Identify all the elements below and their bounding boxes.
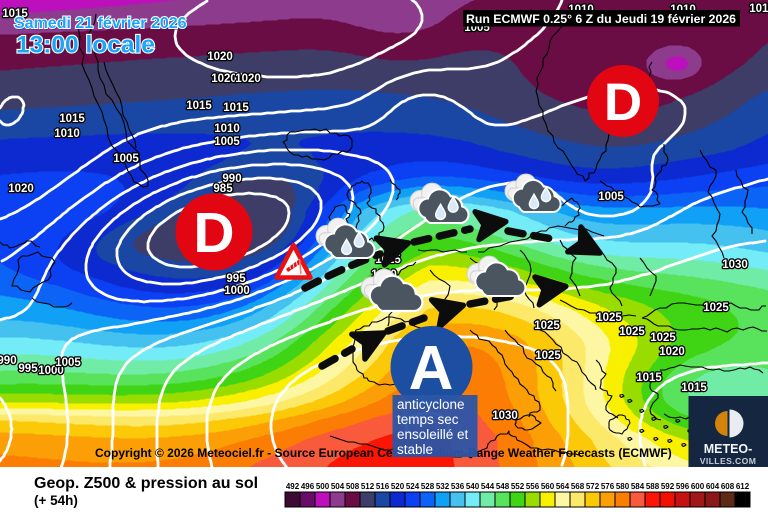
svg-text:548: 548 <box>496 482 510 491</box>
svg-text:A: A <box>409 334 454 403</box>
svg-text:995: 995 <box>226 273 246 285</box>
svg-text:1015: 1015 <box>681 382 707 394</box>
svg-text:524: 524 <box>406 482 420 491</box>
svg-text:600: 600 <box>691 482 705 491</box>
svg-text:anticyclone: anticyclone <box>397 397 465 412</box>
svg-text:500: 500 <box>316 482 330 491</box>
svg-text:D: D <box>604 73 642 132</box>
svg-text:1005: 1005 <box>214 136 240 148</box>
svg-text:Copyright © 2026 Meteociel.fr: Copyright © 2026 Meteociel.fr - Source E… <box>95 446 672 460</box>
svg-text:596: 596 <box>676 482 690 491</box>
svg-text:1025: 1025 <box>534 320 560 332</box>
svg-text:1025: 1025 <box>703 302 729 314</box>
svg-text:568: 568 <box>571 482 585 491</box>
svg-text:1015: 1015 <box>59 113 85 125</box>
svg-text:(+ 54h): (+ 54h) <box>34 493 78 508</box>
svg-text:576: 576 <box>601 482 615 491</box>
svg-text:608: 608 <box>721 482 735 491</box>
svg-text:528: 528 <box>421 482 435 491</box>
svg-text:1030: 1030 <box>492 410 518 422</box>
svg-text:564: 564 <box>556 482 570 491</box>
svg-text:580: 580 <box>616 482 630 491</box>
svg-text:1020: 1020 <box>235 73 261 85</box>
svg-text:1020: 1020 <box>659 346 685 358</box>
svg-text:stable: stable <box>397 442 433 457</box>
svg-text:VILLES.COM: VILLES.COM <box>700 456 757 466</box>
svg-text:1015: 1015 <box>186 100 212 112</box>
svg-text:1025: 1025 <box>619 326 645 338</box>
svg-text:560: 560 <box>541 482 555 491</box>
svg-text:496: 496 <box>301 482 315 491</box>
svg-text:508: 508 <box>346 482 360 491</box>
svg-text:Geop. Z500 & pression au sol: Geop. Z500 & pression au sol <box>34 475 258 492</box>
svg-text:13:00 locale: 13:00 locale <box>16 32 155 59</box>
svg-text:Samedi 21 février 2026: Samedi 21 février 2026 <box>15 17 188 34</box>
svg-text:504: 504 <box>331 482 345 491</box>
svg-text:1020: 1020 <box>8 183 34 195</box>
svg-text:544: 544 <box>481 482 495 491</box>
svg-text:540: 540 <box>466 482 480 491</box>
svg-text:D: D <box>193 201 234 265</box>
svg-text:1015: 1015 <box>749 3 768 15</box>
svg-text:temps sec: temps sec <box>397 412 459 427</box>
svg-text:1000: 1000 <box>224 285 250 297</box>
svg-text:1010: 1010 <box>214 123 240 135</box>
svg-text:536: 536 <box>451 482 465 491</box>
svg-text:1020: 1020 <box>211 73 237 85</box>
svg-text:612: 612 <box>736 482 750 491</box>
svg-text:985: 985 <box>213 183 233 195</box>
svg-text:1015: 1015 <box>223 102 249 114</box>
svg-text:1025: 1025 <box>650 332 676 344</box>
svg-text:1005: 1005 <box>113 153 139 165</box>
svg-text:990: 990 <box>0 355 17 367</box>
svg-text:1025: 1025 <box>535 350 561 362</box>
svg-text:512: 512 <box>361 482 375 491</box>
svg-text:556: 556 <box>526 482 540 491</box>
svg-text:604: 604 <box>706 482 720 491</box>
svg-text:572: 572 <box>586 482 600 491</box>
svg-text:ensoleillé et: ensoleillé et <box>397 427 469 442</box>
svg-text:592: 592 <box>661 482 675 491</box>
svg-text:1015: 1015 <box>2 8 28 20</box>
svg-text:492: 492 <box>286 482 300 491</box>
svg-text:METEO-: METEO- <box>704 442 753 456</box>
svg-text:520: 520 <box>391 482 405 491</box>
svg-text:532: 532 <box>436 482 450 491</box>
svg-text:13:00 locale: 13:00 locale <box>17 33 156 60</box>
svg-text:584: 584 <box>631 482 645 491</box>
svg-text:995: 995 <box>18 363 38 375</box>
svg-text:516: 516 <box>376 482 390 491</box>
svg-text:1010: 1010 <box>54 128 80 140</box>
svg-text:552: 552 <box>511 482 525 491</box>
svg-text:990: 990 <box>222 173 241 185</box>
svg-text:1025: 1025 <box>596 312 622 324</box>
svg-text:1005: 1005 <box>598 191 624 203</box>
svg-text:1030: 1030 <box>722 259 748 271</box>
svg-text:1015: 1015 <box>636 372 662 384</box>
svg-text:588: 588 <box>646 482 660 491</box>
svg-text:Samedi 21 février 2026: Samedi 21 février 2026 <box>14 15 187 32</box>
svg-text:1005: 1005 <box>55 357 81 369</box>
svg-text:1000: 1000 <box>38 365 64 377</box>
svg-text:Run ECMWF 0.25° 6 Z du Jeudi 1: Run ECMWF 0.25° 6 Z du Jeudi 19 février … <box>466 12 736 26</box>
svg-text:1020: 1020 <box>207 51 233 63</box>
